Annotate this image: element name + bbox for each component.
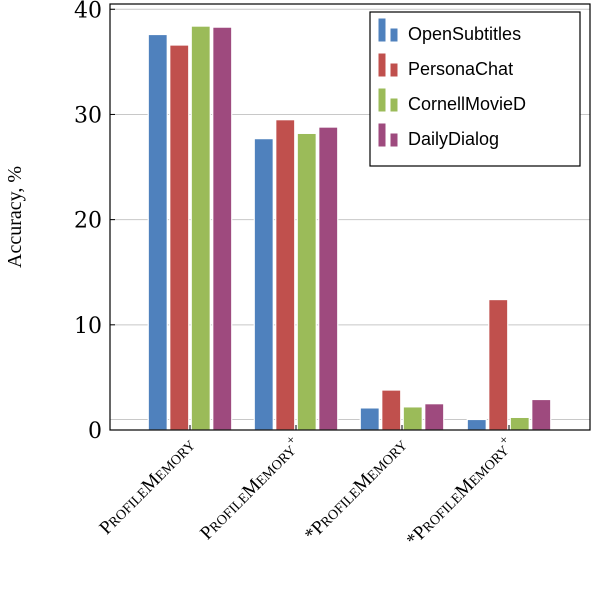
bar-OpenSubtitles-1 [253, 138, 274, 431]
ytick-label-30: 30 [74, 103, 102, 128]
category-label-0: PROFILEMEMORY [95, 435, 199, 539]
legend-swatch-b-0 [389, 27, 399, 43]
legend-label-2: CornellMovieD [408, 94, 526, 114]
category-label-1: PROFILEMEMORY+ [193, 432, 305, 544]
legend-swatch-b-2 [389, 97, 399, 113]
legend-swatch-b-3 [389, 132, 399, 148]
bar-CornellMovieD-1 [296, 132, 317, 431]
ytick-label-20: 20 [74, 209, 102, 234]
legend-label-3: DailyDialog [408, 129, 499, 149]
bar-DailyDialog-1 [318, 126, 339, 431]
category-label-2: *PROFILEMEMORY [301, 435, 412, 546]
ytick-label-0: 0 [88, 419, 102, 444]
plot-frame [109, 3, 591, 431]
legend-label-0: OpenSubtitles [408, 24, 521, 44]
bar-CornellMovieD-2 [402, 406, 423, 431]
ytick-label-40: 40 [74, 0, 102, 23]
bar-OpenSubtitles-2 [359, 407, 380, 431]
bar-OpenSubtitles-3 [466, 418, 487, 431]
legend-swatch-a-0 [377, 17, 387, 43]
legend-swatch-a-3 [377, 122, 387, 148]
bar-PersonaChat-1 [275, 119, 296, 431]
y-axis-label: Accuracy, % [4, 166, 26, 268]
legend-box [369, 11, 581, 167]
bar-PersonaChat-2 [381, 389, 402, 431]
legend-swatch-a-2 [377, 87, 387, 113]
bar-PersonaChat-3 [488, 298, 509, 431]
legend-swatch-b-1 [389, 62, 399, 78]
bar-DailyDialog-0 [212, 26, 233, 431]
bar-OpenSubtitles-0 [147, 33, 168, 431]
legend-swatch-a-1 [377, 52, 387, 78]
bar-CornellMovieD-0 [190, 25, 211, 431]
bar-DailyDialog-2 [424, 403, 445, 431]
bar-CornellMovieD-3 [509, 416, 530, 431]
bar-DailyDialog-3 [531, 398, 552, 431]
category-label-3: *PROFILEMEMORY+ [400, 432, 519, 551]
bar-PersonaChat-0 [169, 44, 190, 431]
ytick-label-10: 10 [74, 314, 102, 339]
legend-label-1: PersonaChat [408, 59, 513, 79]
